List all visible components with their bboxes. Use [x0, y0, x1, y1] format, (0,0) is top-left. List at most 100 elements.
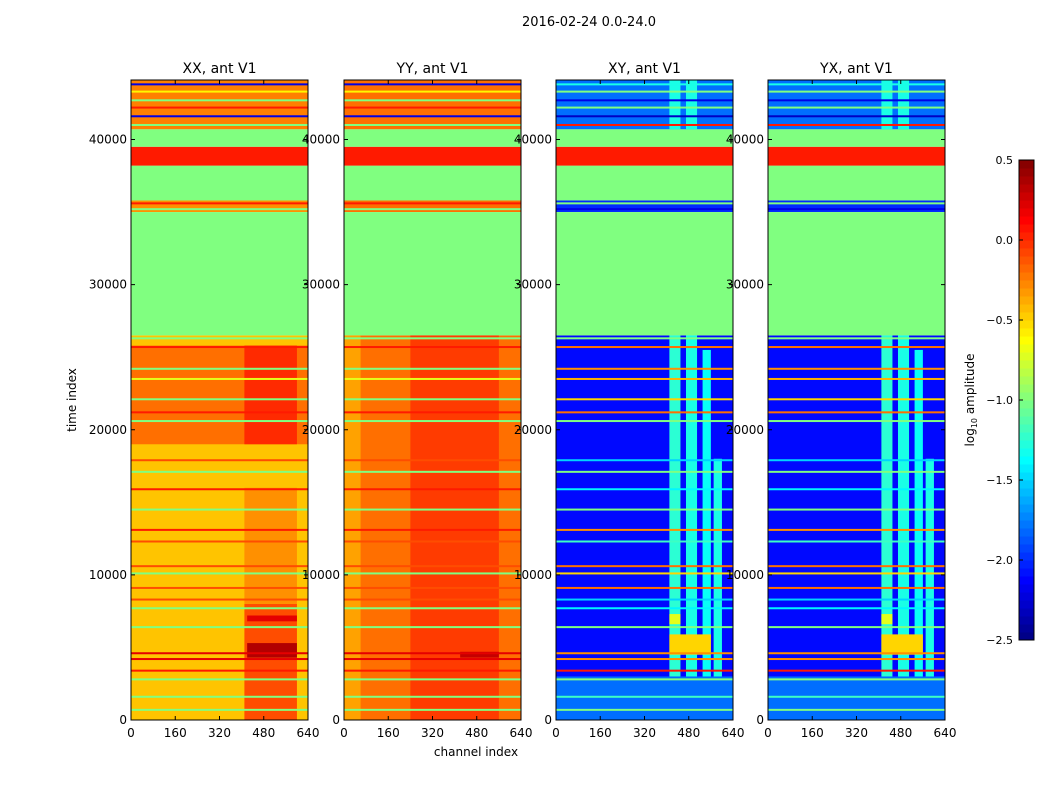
heatmap-line: [131, 337, 308, 340]
heatmap-line: [556, 420, 733, 423]
heatmap-feature: [685, 80, 698, 130]
heatmap-line: [768, 540, 945, 543]
heatmap-panel-yx: YX, ant V1 0 160 320 480 640 0 10000 20000 30000 4…: [726, 61, 957, 740]
heatmap-line: [556, 598, 733, 601]
heatmap-line: [556, 607, 733, 610]
heatmap-line: [131, 346, 308, 349]
colorbar-tick-label: −0.5: [986, 314, 1013, 327]
heatmap-line: [131, 99, 308, 102]
heatmap-line: [768, 459, 945, 462]
heatmap-line: [768, 202, 945, 205]
heatmap-line: [768, 508, 945, 511]
heatmap-line: [131, 528, 308, 531]
heatmap-line: [556, 337, 733, 340]
panel-title: YX, ant V1: [819, 61, 893, 77]
heatmap-band: [768, 129, 945, 147]
heatmap-line: [344, 652, 521, 655]
heatmap-line: [131, 598, 308, 601]
heatmap-feature: [556, 676, 733, 720]
colorbar-swatch: [1019, 624, 1034, 633]
colorbar-swatch: [1019, 192, 1034, 201]
heatmap-line: [768, 626, 945, 629]
heatmap-line: [556, 708, 733, 711]
heatmap-line: [768, 208, 945, 211]
y-tick-label: 0: [332, 713, 340, 727]
colorbar-swatch: [1019, 312, 1034, 321]
colorbar-swatch: [1019, 168, 1034, 177]
heatmap-line: [344, 411, 521, 414]
heatmap-feature: [925, 458, 934, 720]
colorbar-swatch: [1019, 216, 1034, 225]
heatmap-line: [768, 652, 945, 655]
heatmap-line: [131, 708, 308, 711]
heatmap-feature: [244, 345, 297, 445]
heatmap-line: [131, 678, 308, 681]
heatmap-line: [131, 626, 308, 629]
y-tick-label: 40000: [514, 133, 552, 147]
heatmap-band: [131, 129, 308, 147]
colorbar-swatch: [1019, 352, 1034, 361]
colorbar-swatch: [1019, 176, 1034, 185]
heatmap-line: [556, 488, 733, 491]
heatmap-line: [344, 367, 521, 370]
heatmap-line: [131, 540, 308, 543]
colorbar-swatch: [1019, 440, 1034, 449]
colorbar-tick-label: −2.0: [986, 554, 1013, 567]
y-tick-label: 40000: [89, 133, 127, 147]
heatmap-line: [131, 607, 308, 610]
heatmap-feature: [410, 335, 499, 720]
heatmap-feature: [247, 615, 297, 622]
x-tick-label: 0: [340, 726, 348, 740]
heatmap-line: [556, 106, 733, 109]
colorbar-swatch: [1019, 336, 1034, 345]
heatmap-band: [556, 146, 733, 166]
colorbar-swatch: [1019, 240, 1034, 249]
heatmap-line: [131, 652, 308, 655]
heatmap-line: [131, 123, 308, 126]
colorbar-swatch: [1019, 488, 1034, 497]
colorbar-swatch: [1019, 160, 1034, 169]
colorbar-swatch: [1019, 328, 1034, 337]
heatmap-band: [344, 165, 521, 201]
heatmap-line: [131, 586, 308, 589]
heatmap-line: [768, 572, 945, 575]
panel-title: XX, ant V1: [183, 61, 257, 77]
colorbar-swatch: [1019, 464, 1034, 473]
colorbar-swatch: [1019, 344, 1034, 353]
colorbar-swatch: [1019, 296, 1034, 305]
colorbar-swatch: [1019, 424, 1034, 433]
heatmap-line: [344, 695, 521, 698]
heatmap-line: [344, 598, 521, 601]
colorbar-swatch: [1019, 416, 1034, 425]
heatmap-feature: [881, 634, 923, 655]
heatmap-line: [556, 470, 733, 473]
heatmap-line: [768, 99, 945, 102]
x-tick-label: 320: [208, 726, 231, 740]
heatmap-line: [556, 669, 733, 672]
heatmap-band: [556, 80, 733, 130]
heatmap-line: [768, 411, 945, 414]
colorbar-swatch: [1019, 560, 1034, 569]
y-tick-label: 30000: [302, 278, 340, 292]
colorbar-swatch: [1019, 184, 1034, 193]
heatmap-line: [556, 508, 733, 511]
heatmap-line: [556, 115, 733, 118]
colorbar-swatch: [1019, 288, 1034, 297]
heatmap-cells: [768, 80, 945, 720]
y-tick-label: 30000: [726, 278, 764, 292]
heatmap-line: [768, 658, 945, 661]
heatmap-feature: [247, 643, 297, 658]
colorbar-tick-label: 0.0: [996, 234, 1014, 247]
colorbar-swatch: [1019, 592, 1034, 601]
heatmap-band: [556, 129, 733, 147]
heatmap-line: [768, 337, 945, 340]
y-tick-label: 10000: [89, 568, 127, 582]
heatmap-line: [131, 695, 308, 698]
colorbar-swatch: [1019, 608, 1034, 617]
heatmap-line: [344, 398, 521, 401]
heatmap-line: [556, 202, 733, 205]
heatmap-band: [556, 200, 733, 213]
heatmap-line: [556, 658, 733, 661]
heatmap-line: [344, 208, 521, 211]
heatmap-line: [344, 540, 521, 543]
